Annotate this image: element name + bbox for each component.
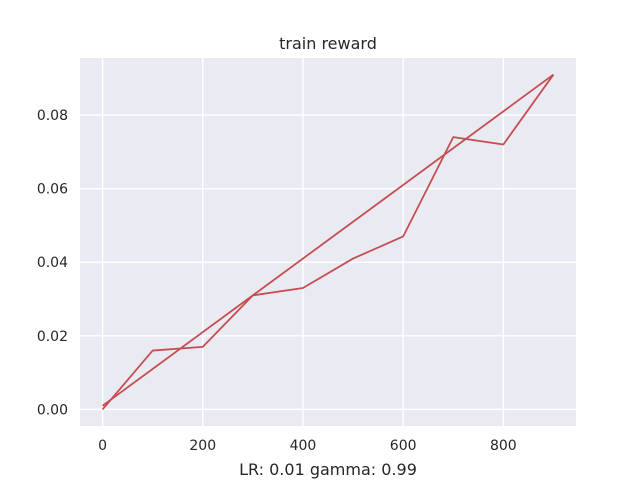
series-lines: [101, 73, 555, 411]
x-tick-labels: 0 200 400 600 800: [98, 438, 517, 454]
x-tick-label: 800: [490, 438, 517, 454]
trend-series-line: [102, 73, 554, 407]
x-tick-label: 200: [189, 438, 216, 454]
x-tick-label: 0: [98, 438, 107, 454]
y-tick-labels: 0.00 0.02 0.04 0.06 0.08: [37, 108, 68, 418]
y-tick-label: 0.04: [37, 255, 68, 271]
y-tick-label: 0.08: [37, 108, 68, 124]
reward-series-line: [101, 74, 555, 411]
chart-title: train reward: [279, 34, 377, 53]
grid-lines: [80, 58, 576, 426]
x-axis-label: LR: 0.01 gamma: 0.99: [239, 460, 417, 479]
x-tick-label: 600: [390, 438, 417, 454]
y-tick-label: 0.06: [37, 182, 68, 198]
y-tick-label: 0.02: [37, 329, 68, 345]
x-tick-label: 400: [290, 438, 317, 454]
y-tick-label: 0.00: [37, 402, 68, 418]
